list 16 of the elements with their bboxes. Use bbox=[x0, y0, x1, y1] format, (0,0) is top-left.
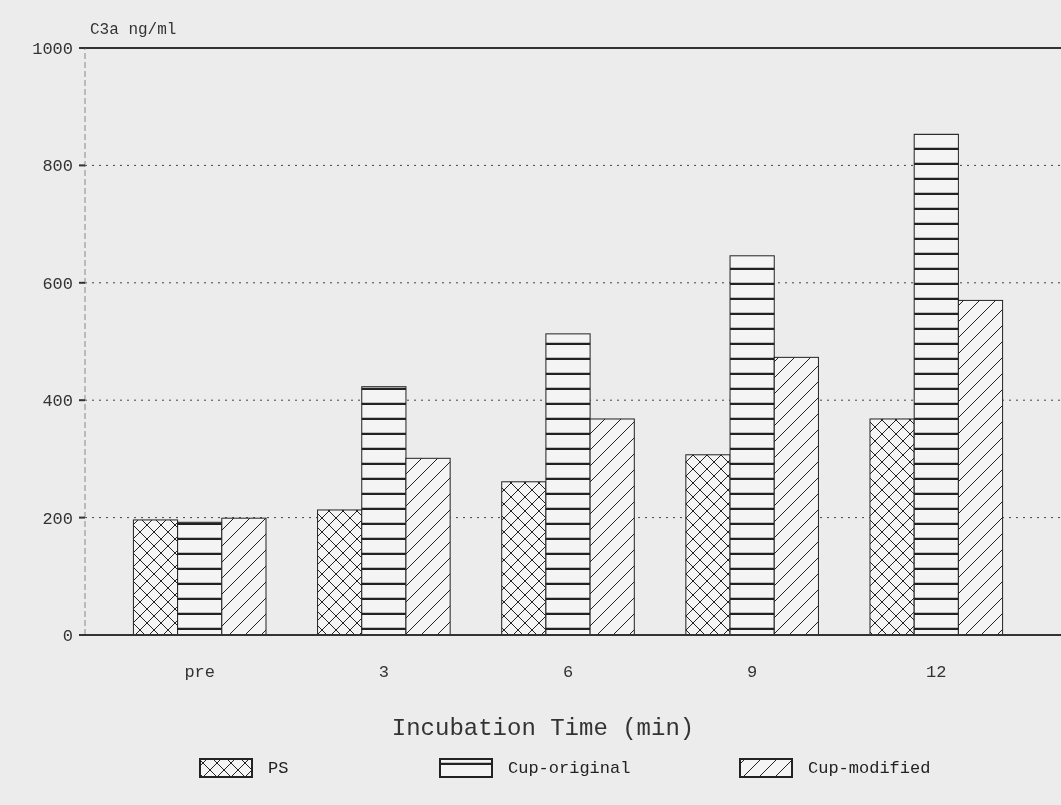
legend-label: PS bbox=[268, 759, 289, 778]
legend-label: Cup-modified bbox=[808, 759, 931, 778]
y-axis-title: C3a ng/ml bbox=[90, 21, 177, 39]
y-tick-label: 800 bbox=[42, 157, 73, 177]
x-tick-label: 9 bbox=[747, 663, 758, 682]
y-tick-label: 600 bbox=[42, 274, 73, 294]
x-tick-label: pre bbox=[184, 663, 216, 682]
x-axis-title: Incubation Time (min) bbox=[391, 715, 695, 742]
y-tick-label: 0 bbox=[62, 626, 73, 646]
x-tick-label: 6 bbox=[562, 663, 574, 682]
y-tick-label: 200 bbox=[42, 509, 73, 529]
legend-label: Cup-original bbox=[508, 759, 631, 778]
y-tick-label: 1000 bbox=[32, 39, 73, 59]
x-tick-label: 3 bbox=[378, 663, 389, 682]
x-tick-label: 12 bbox=[926, 663, 947, 682]
y-tick-label: 400 bbox=[42, 392, 73, 412]
